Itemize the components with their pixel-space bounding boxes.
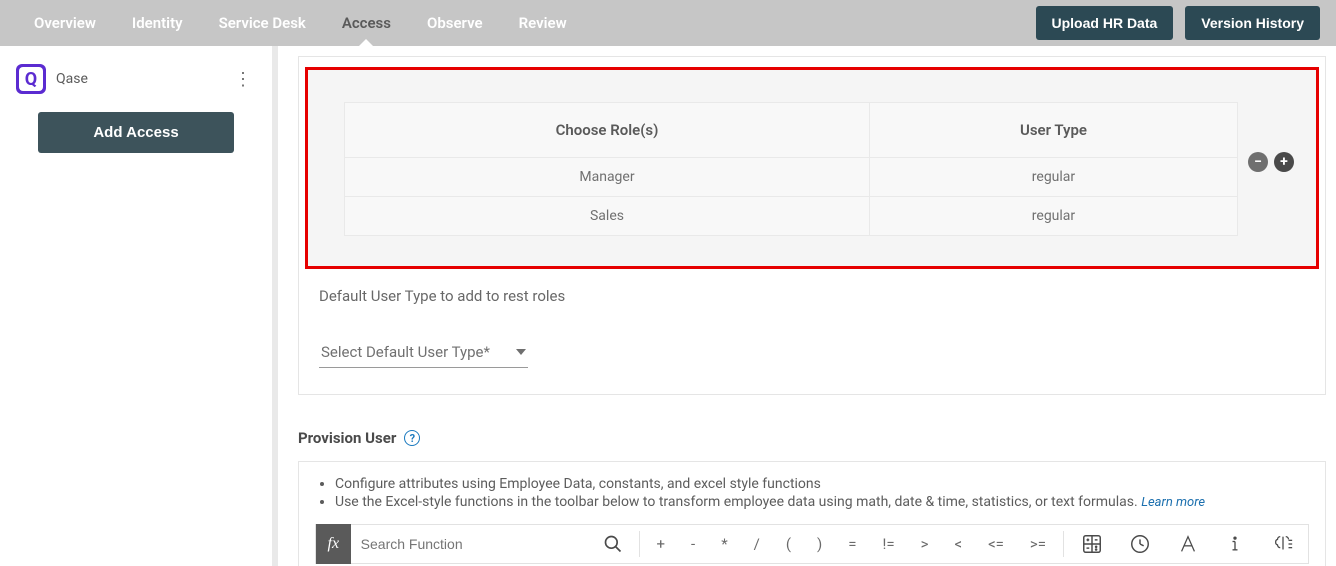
tab-overview[interactable]: Overview — [16, 0, 114, 46]
table-row: Sales regular — [345, 197, 1238, 236]
roles-card: Choose Role(s) User Type Manager regular… — [298, 56, 1326, 395]
cell-user-type[interactable]: regular — [869, 158, 1237, 197]
tab-service-desk[interactable]: Service Desk — [201, 0, 324, 46]
tab-access[interactable]: Access — [324, 0, 409, 46]
brain-icon[interactable] — [1258, 524, 1308, 564]
cell-user-type[interactable]: regular — [869, 197, 1237, 236]
op-divide[interactable]: / — [741, 524, 773, 564]
add-row-button[interactable]: + — [1274, 152, 1294, 172]
provision-user-title: Provision User ? — [298, 429, 1326, 447]
bullet-text: Use the Excel-style functions in the too… — [335, 494, 1138, 510]
op-minus[interactable]: - — [678, 524, 708, 564]
col-header-role: Choose Role(s) — [345, 103, 870, 158]
fx-icon: fx — [316, 524, 351, 564]
op-paren-open[interactable]: ( — [773, 524, 804, 564]
main-content: Choose Role(s) User Type Manager regular… — [278, 46, 1336, 566]
provision-card: Configure attributes using Employee Data… — [298, 461, 1326, 566]
function-toolbar: fx + - * / ( ) = != > < <= — [315, 524, 1309, 564]
tab-observe[interactable]: Observe — [409, 0, 501, 46]
text-icon[interactable] — [1164, 524, 1212, 564]
roles-table: Choose Role(s) User Type Manager regular… — [344, 102, 1238, 236]
remove-row-button[interactable]: − — [1248, 152, 1268, 172]
op-gte[interactable]: >= — [1017, 524, 1059, 564]
op-lt[interactable]: < — [941, 524, 975, 564]
math-icon[interactable] — [1068, 524, 1116, 564]
search-icon[interactable] — [591, 534, 635, 554]
cell-role[interactable]: Manager — [345, 158, 870, 197]
info-icon[interactable] — [1212, 524, 1258, 564]
app-menu-kebab-icon[interactable]: ⋮ — [230, 65, 256, 94]
learn-more-link[interactable]: Learn more — [1141, 495, 1205, 510]
roles-highlight-box: Choose Role(s) User Type Manager regular… — [305, 67, 1319, 269]
list-item: Use the Excel-style functions in the too… — [335, 494, 1309, 510]
top-bar: Overview Identity Service Desk Access Ob… — [0, 0, 1336, 46]
operator-buttons: + - * / ( ) = != > < <= >= — [644, 524, 1308, 564]
add-access-button[interactable]: Add Access — [38, 112, 234, 153]
row-actions: − + — [1248, 102, 1294, 172]
table-row: Manager regular — [345, 158, 1238, 197]
col-header-user-type: User Type — [869, 103, 1237, 158]
select-placeholder: Select Default User Type* — [321, 343, 490, 361]
app-logo-letter: Q — [25, 69, 37, 90]
default-user-type-select[interactable]: Select Default User Type* — [319, 339, 528, 368]
default-user-type-label: Default User Type to add to rest roles — [319, 287, 1305, 305]
section-title-text: Provision User — [298, 429, 396, 447]
app-row: Q Qase ⋮ — [12, 60, 260, 112]
op-gt[interactable]: > — [908, 524, 942, 564]
provision-bullets: Configure attributes using Employee Data… — [315, 476, 1309, 510]
app-logo: Q — [16, 64, 46, 94]
help-icon[interactable]: ? — [404, 430, 420, 446]
op-lte[interactable]: <= — [975, 524, 1017, 564]
list-item: Configure attributes using Employee Data… — [335, 476, 1309, 492]
top-tabs: Overview Identity Service Desk Access Ob… — [16, 0, 585, 46]
tab-review[interactable]: Review — [501, 0, 585, 46]
sidebar: Q Qase ⋮ Add Access — [0, 46, 278, 566]
op-equals[interactable]: = — [835, 524, 869, 564]
topbar-actions: Upload HR Data Version History — [1036, 6, 1321, 40]
chevron-down-icon — [516, 349, 526, 355]
op-multiply[interactable]: * — [708, 524, 740, 564]
op-paren-close[interactable]: ) — [804, 524, 835, 564]
op-plus[interactable]: + — [644, 524, 679, 564]
tab-identity[interactable]: Identity — [114, 0, 201, 46]
op-not-equals[interactable]: != — [869, 524, 907, 564]
search-function-input[interactable] — [351, 525, 591, 563]
cell-role[interactable]: Sales — [345, 197, 870, 236]
clock-icon[interactable] — [1116, 524, 1164, 564]
upload-hr-data-button[interactable]: Upload HR Data — [1036, 6, 1174, 40]
version-history-button[interactable]: Version History — [1185, 6, 1320, 40]
app-name: Qase — [56, 71, 88, 87]
